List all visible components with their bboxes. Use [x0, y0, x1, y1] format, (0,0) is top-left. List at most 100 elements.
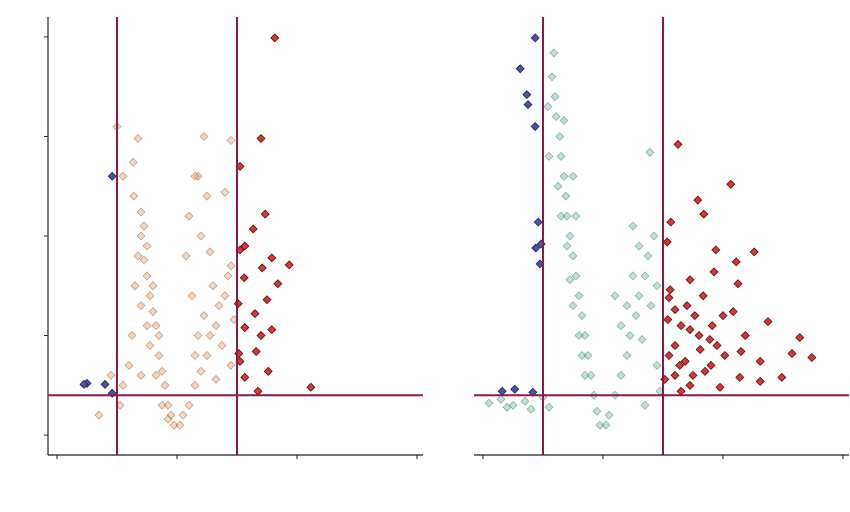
point — [106, 370, 116, 380]
point — [690, 311, 700, 321]
point — [571, 271, 581, 281]
point — [707, 321, 717, 331]
point — [695, 344, 705, 354]
point — [550, 92, 560, 102]
point — [187, 291, 197, 301]
point — [133, 133, 143, 143]
point — [157, 400, 167, 410]
point — [497, 386, 507, 396]
point — [240, 372, 250, 382]
point — [670, 370, 680, 380]
point — [151, 370, 161, 380]
point — [559, 171, 569, 181]
point — [184, 211, 194, 221]
point — [160, 380, 170, 390]
point — [196, 366, 206, 376]
point — [670, 341, 680, 350]
point — [118, 171, 128, 181]
point — [226, 261, 236, 271]
point — [256, 331, 266, 341]
point — [129, 191, 139, 201]
point — [728, 307, 738, 317]
point — [520, 396, 530, 406]
point — [157, 366, 167, 376]
point — [718, 311, 728, 321]
point — [544, 151, 554, 161]
point — [211, 374, 221, 384]
point — [248, 224, 258, 234]
point — [622, 301, 632, 311]
point — [631, 311, 641, 321]
point — [270, 33, 280, 43]
point — [675, 360, 685, 370]
point — [634, 241, 644, 251]
point — [604, 410, 614, 420]
point — [740, 331, 750, 341]
point — [562, 211, 572, 221]
point — [544, 402, 554, 412]
point — [645, 147, 655, 157]
point — [190, 380, 200, 390]
point — [568, 251, 578, 261]
point — [736, 346, 746, 356]
point — [616, 370, 626, 380]
point — [127, 331, 137, 341]
point — [571, 211, 581, 221]
point — [755, 376, 765, 386]
point — [533, 217, 543, 227]
point — [583, 350, 593, 360]
point — [693, 195, 703, 205]
point — [577, 350, 587, 360]
point — [649, 231, 659, 241]
point — [508, 400, 518, 410]
point — [664, 293, 674, 303]
point — [580, 370, 590, 380]
point — [139, 255, 149, 265]
point — [795, 333, 805, 343]
point — [199, 311, 209, 321]
point — [142, 321, 152, 331]
point — [531, 243, 541, 253]
point — [568, 171, 578, 181]
point — [263, 366, 273, 376]
point — [559, 116, 569, 126]
point — [136, 301, 146, 311]
point — [510, 384, 520, 394]
point — [273, 279, 283, 289]
point — [685, 325, 695, 335]
point — [178, 410, 188, 420]
point — [163, 414, 173, 424]
point — [239, 273, 249, 283]
point — [694, 331, 704, 341]
point — [211, 321, 221, 331]
point — [574, 331, 584, 341]
point — [145, 341, 155, 350]
point — [262, 295, 272, 305]
point — [562, 241, 572, 251]
point — [561, 191, 571, 201]
point — [685, 275, 695, 285]
point — [240, 241, 250, 251]
point — [666, 217, 676, 227]
point — [673, 139, 683, 149]
point — [676, 386, 686, 396]
point — [240, 323, 250, 333]
point — [250, 309, 260, 319]
point — [676, 321, 686, 331]
point — [515, 64, 525, 74]
point — [663, 315, 673, 325]
point — [699, 209, 709, 219]
point — [202, 191, 212, 201]
point — [652, 360, 662, 370]
point — [787, 348, 797, 358]
point — [184, 400, 194, 410]
point — [777, 372, 787, 382]
point — [148, 307, 158, 317]
point — [698, 291, 708, 301]
point — [601, 420, 611, 430]
point — [306, 382, 316, 392]
point — [595, 420, 605, 430]
point — [193, 171, 203, 181]
point — [530, 122, 540, 131]
